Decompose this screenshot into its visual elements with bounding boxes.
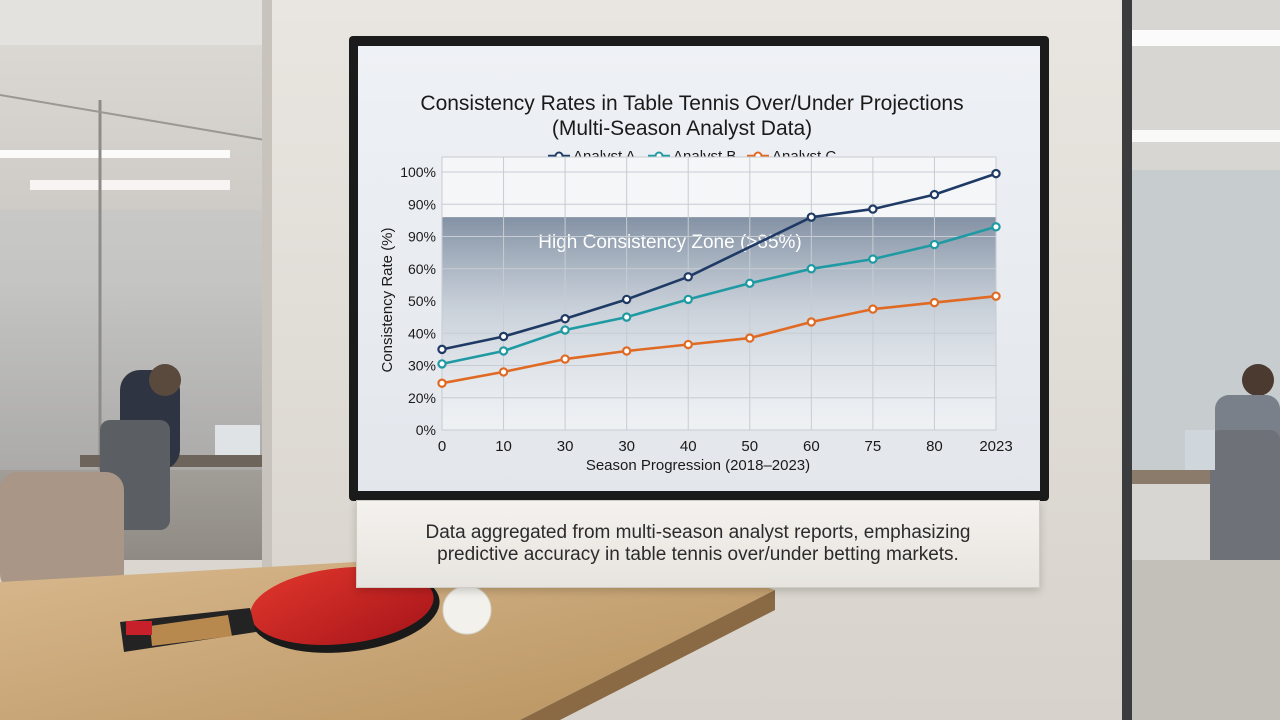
y-tick-label: 30% (408, 358, 436, 374)
x-tick-label: 2023 (979, 438, 1012, 455)
data-point (991, 222, 1001, 232)
y-tick-label: 0% (416, 422, 436, 438)
data-point (498, 367, 509, 377)
data-point (929, 189, 940, 200)
data-point (437, 359, 447, 369)
y-tick-label: 40% (408, 325, 436, 341)
y-tick-label: 90% (408, 229, 436, 245)
x-tick-label: 60 (803, 438, 820, 455)
data-point (437, 344, 447, 355)
data-point (621, 294, 632, 305)
series-line-3 (441, 294, 997, 385)
x-tick-label: 0 (438, 438, 446, 455)
data-point (929, 297, 940, 308)
data-point (621, 312, 632, 322)
data-point (806, 317, 817, 327)
data-point (868, 204, 878, 214)
y-tick-label: 60% (408, 261, 436, 277)
x-tick-label: 75 (865, 438, 882, 455)
x-tick-label: 10 (495, 438, 512, 455)
data-point (929, 239, 940, 250)
data-point (683, 294, 693, 305)
y-tick-label: 50% (408, 293, 436, 309)
caption-text: Data aggregated from multi-season analys… (426, 522, 971, 566)
chart-title-line-2: (Multi-Season Analyst Data) (552, 117, 812, 140)
x-axis-label: Season Progression (2018–2023) (586, 457, 810, 474)
caption-line-2: predictive accuracy in table tennis over… (437, 544, 959, 565)
data-point (683, 339, 693, 350)
data-point (868, 304, 878, 314)
data-point (437, 378, 447, 388)
series-line-2 (441, 225, 997, 366)
data-point (560, 354, 570, 364)
y-tick-label: 90% (408, 196, 436, 212)
data-point (806, 212, 817, 222)
data-point (683, 272, 693, 282)
data-point (560, 325, 570, 335)
x-tick-label: 40 (680, 438, 697, 455)
data-point (498, 346, 509, 356)
x-tick-label: 30 (557, 438, 574, 455)
data-point (560, 314, 570, 324)
data-point (745, 278, 755, 288)
data-point (868, 254, 878, 264)
y-tick-label: 100% (400, 164, 436, 180)
data-point (498, 331, 509, 342)
data-point (621, 346, 632, 356)
x-tick-label: 30 (618, 438, 635, 455)
x-tick-label: 50 (741, 438, 758, 455)
data-point (991, 291, 1001, 301)
chart-title-line-1: Consistency Rates in Table Tennis Over/U… (420, 92, 963, 115)
data-point (745, 333, 755, 343)
data-point (991, 168, 1001, 179)
zone-label: High Consistency Zone (>85%) (538, 232, 802, 253)
y-axis-label: Consistency Rate (%) (379, 227, 396, 372)
data-point (806, 264, 817, 274)
x-tick-label: 80 (926, 438, 943, 455)
caption-panel: Data aggregated from multi-season analys… (356, 500, 1040, 588)
caption-line-1: Data aggregated from multi-season analys… (425, 522, 971, 543)
y-tick-label: 20% (408, 390, 436, 406)
